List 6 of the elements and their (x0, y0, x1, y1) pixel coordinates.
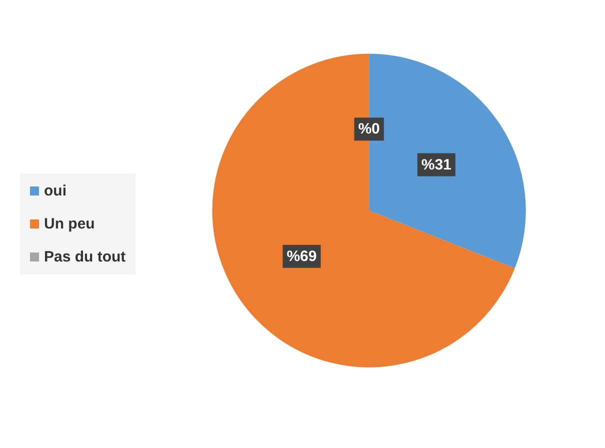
data-label: %31 (421, 156, 452, 174)
legend-label: Pas du tout (44, 248, 126, 266)
legend-label: oui (44, 182, 66, 200)
text: %0 (358, 120, 380, 138)
data-label: %69 (286, 248, 317, 265)
legend-label: Un peu (44, 216, 95, 232)
